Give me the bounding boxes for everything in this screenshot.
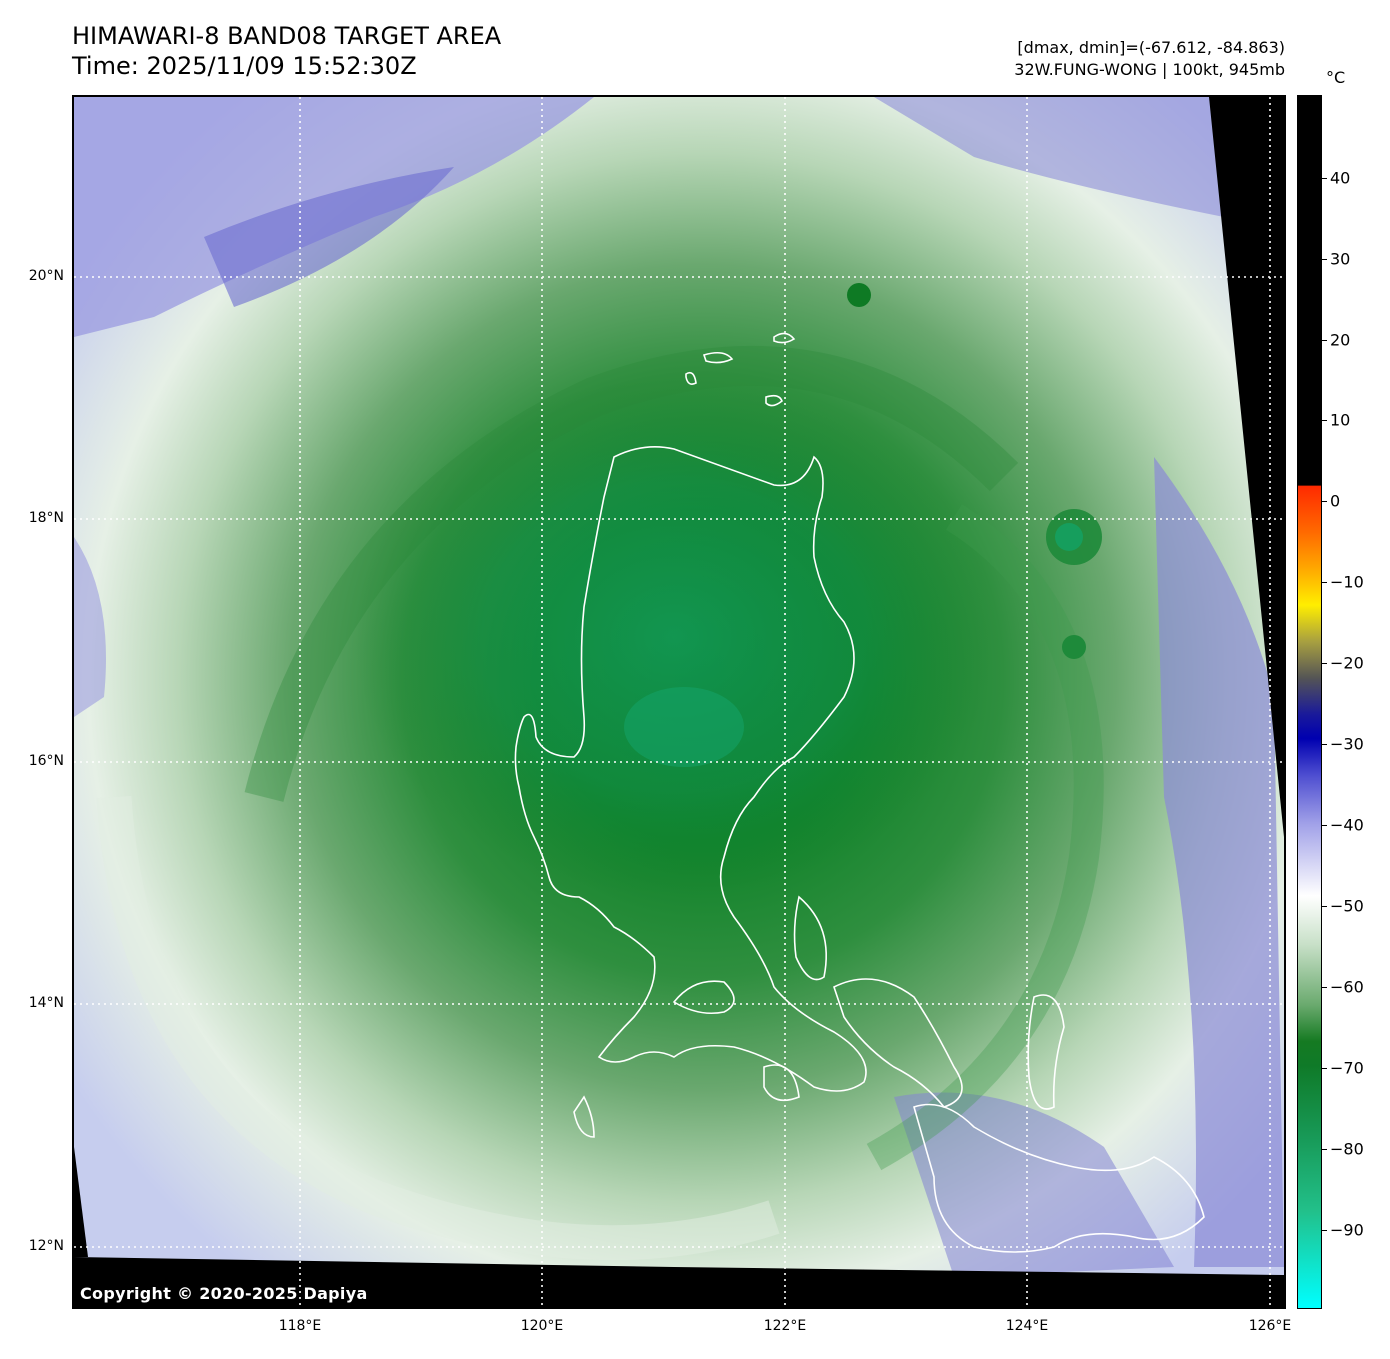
colorbar-label: 30 <box>1330 249 1351 269</box>
lon-label-122e: 122°E <box>763 1318 807 1334</box>
lat-label-16n: 16°N <box>28 753 64 769</box>
lon-label-126e: 126°E <box>1248 1318 1292 1334</box>
storm-info-text: 32W.FUNG-WONG | 100kt, 945mb <box>1014 60 1285 79</box>
colorbar-label: 10 <box>1330 410 1351 430</box>
lat-label-12n: 12°N <box>28 1238 64 1254</box>
colorbar-tick <box>1322 1149 1327 1150</box>
image-title: HIMAWARI-8 BAND08 TARGET AREA <box>72 22 502 50</box>
colorbar-label: −40 <box>1330 815 1364 835</box>
colorbar-label: −70 <box>1330 1058 1364 1078</box>
colorbar-tick <box>1322 340 1327 341</box>
colorbar-tick <box>1322 663 1327 664</box>
colorbar-unit: °C <box>1326 68 1346 87</box>
colorbar-tick <box>1322 906 1327 907</box>
colorbar-label: 20 <box>1330 330 1351 350</box>
colorbar-tick <box>1322 825 1327 826</box>
satellite-image <box>74 97 1284 1307</box>
colorbar-tick <box>1322 178 1327 179</box>
lon-label-124e: 124°E <box>1005 1318 1049 1334</box>
lon-label-118e: 118°E <box>278 1318 322 1334</box>
colorbar-label: −30 <box>1330 734 1364 754</box>
satellite-map: Copyright © 2020-2025 Dapiya <box>72 95 1286 1309</box>
colorbar-label: −10 <box>1330 572 1364 592</box>
colorbar-tick <box>1322 1068 1327 1069</box>
lat-label-20n: 20°N <box>28 268 64 284</box>
lat-label-18n: 18°N <box>28 510 64 526</box>
copyright-text: Copyright © 2020-2025 Dapiya <box>80 1284 368 1303</box>
colorbar-label: −90 <box>1330 1220 1364 1240</box>
colorbar-tick <box>1322 744 1327 745</box>
colorbar-label: −60 <box>1330 977 1364 997</box>
image-timestamp: Time: 2025/11/09 15:52:30Z <box>72 52 417 80</box>
colorbar-label: −80 <box>1330 1139 1364 1159</box>
colorbar-label: −50 <box>1330 896 1364 916</box>
colorbar-label: 40 <box>1330 168 1351 188</box>
colorbar-tick <box>1322 420 1327 421</box>
lat-label-14n: 14°N <box>28 995 64 1011</box>
colorbar-tick <box>1322 582 1327 583</box>
colorbar-tick <box>1322 259 1327 260</box>
lon-label-120e: 120°E <box>520 1318 564 1334</box>
data-range-text: [dmax, dmin]=(-67.612, -84.863) <box>1017 38 1285 57</box>
colorbar-tick <box>1322 501 1327 502</box>
colorbar-label: −20 <box>1330 653 1364 673</box>
colorbar-label: 0 <box>1330 491 1341 511</box>
colorbar-tick <box>1322 1230 1327 1231</box>
colorbar-tick <box>1322 987 1327 988</box>
temperature-colorbar <box>1297 95 1322 1309</box>
coastline-overlay <box>514 332 1205 1253</box>
